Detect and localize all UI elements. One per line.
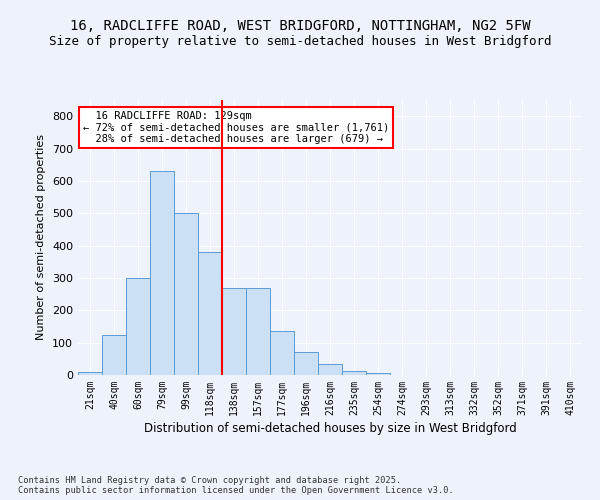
Bar bbox=[294, 352, 318, 375]
Bar bbox=[150, 171, 174, 375]
X-axis label: Distribution of semi-detached houses by size in West Bridgford: Distribution of semi-detached houses by … bbox=[143, 422, 517, 435]
Bar bbox=[246, 288, 270, 375]
Text: Contains HM Land Registry data © Crown copyright and database right 2025.
Contai: Contains HM Land Registry data © Crown c… bbox=[18, 476, 454, 495]
Bar bbox=[126, 278, 150, 375]
Text: 16 RADCLIFFE ROAD: 129sqm
← 72% of semi-detached houses are smaller (1,761)
  28: 16 RADCLIFFE ROAD: 129sqm ← 72% of semi-… bbox=[83, 111, 389, 144]
Bar bbox=[366, 374, 390, 375]
Bar bbox=[102, 334, 126, 375]
Bar bbox=[270, 332, 294, 375]
Bar bbox=[318, 364, 342, 375]
Bar bbox=[342, 371, 366, 375]
Bar bbox=[78, 372, 102, 375]
Text: 16, RADCLIFFE ROAD, WEST BRIDGFORD, NOTTINGHAM, NG2 5FW: 16, RADCLIFFE ROAD, WEST BRIDGFORD, NOTT… bbox=[70, 18, 530, 32]
Bar bbox=[198, 252, 222, 375]
Y-axis label: Number of semi-detached properties: Number of semi-detached properties bbox=[37, 134, 46, 340]
Text: Size of property relative to semi-detached houses in West Bridgford: Size of property relative to semi-detach… bbox=[49, 34, 551, 48]
Bar bbox=[174, 213, 198, 375]
Bar bbox=[222, 288, 246, 375]
